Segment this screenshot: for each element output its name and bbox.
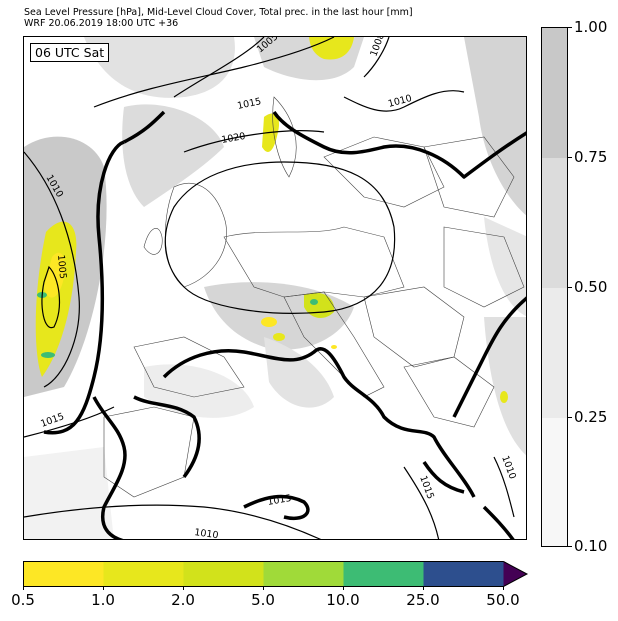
colorbar-extend-arrow: [503, 561, 527, 587]
colorbar-segment: [183, 561, 264, 587]
colorbar-segment: [103, 561, 184, 587]
colorbar-segment: [343, 561, 424, 587]
colorbar-tick-label: 5.0: [251, 591, 275, 609]
colorbar-segment: [542, 418, 567, 546]
isobar-label: 1020: [221, 131, 247, 146]
colorbar-tick-label: 50.0: [486, 591, 520, 609]
isobars: [24, 37, 515, 539]
map-title: Sea Level Pressure [hPa], Mid-Level Clou…: [24, 7, 413, 18]
isobar-label: 1010: [194, 527, 219, 540]
map-subtitle: WRF 20.06.2019 18:00 UTC +36: [24, 18, 179, 29]
colorbar-segment: [423, 561, 504, 587]
colorbar-segment: [542, 288, 567, 418]
colorbar-tick-label: 25.0: [406, 591, 440, 609]
colorbar-tick-label: 0.10: [574, 537, 608, 555]
colorbar-tick-label: 2.0: [171, 591, 195, 609]
isobar-label: 1010: [387, 93, 413, 110]
colorbar-tick: [568, 287, 572, 288]
colorbar-tick-label: 0.75: [574, 148, 608, 166]
isobar-label: 1015: [267, 493, 293, 508]
colorbar-tick-label: 0.50: [574, 278, 608, 296]
colorbar-segment: [542, 28, 567, 158]
country-borders: [103, 96, 525, 498]
colorbar-tick: [568, 546, 572, 547]
isobar-label: 1015: [236, 96, 262, 112]
colorbar-tick: [568, 27, 572, 28]
colorbar-segment: [263, 561, 344, 587]
colorbar-tick-label: 1.00: [574, 18, 608, 36]
colorbar-tick-label: 1.0: [91, 591, 115, 609]
colorbar-segment: [542, 158, 567, 288]
valid-time-label: 06 UTC Sat: [30, 43, 110, 62]
map-canvas: 1005 1008 1010 1015 1020 1010 1005 1015 …: [24, 37, 526, 540]
colorbar-tick: [568, 417, 572, 418]
colorbar-tick-label: 10.0: [326, 591, 360, 609]
colorbar-segment: [23, 561, 104, 587]
thick-isobars: [43, 110, 526, 539]
colorbar-tick: [568, 157, 572, 158]
weather-map[interactable]: 1005 1008 1010 1015 1020 1010 1005 1015 …: [23, 36, 527, 540]
precipitation-colorbar: [23, 561, 529, 590]
cloud-cover-colorbar: [541, 27, 568, 547]
colorbar-tick-label: 0.25: [574, 408, 608, 426]
isobar-label: 1005: [55, 254, 68, 279]
isobar-label: 1015: [417, 474, 436, 500]
colorbar-tick-label: 0.5: [11, 591, 35, 609]
